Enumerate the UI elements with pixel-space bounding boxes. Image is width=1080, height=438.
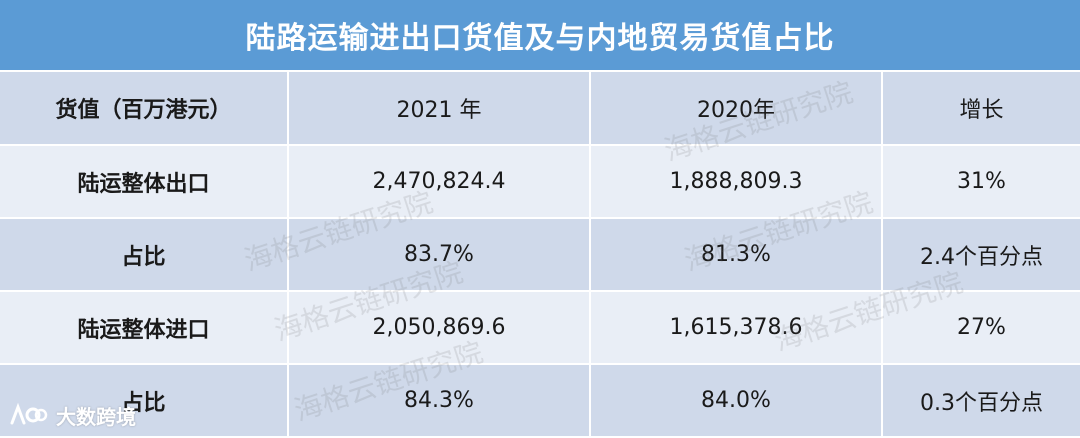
cell-growth: 2.4个百分点 xyxy=(882,218,1080,292)
row-label: 陆运整体出口 xyxy=(0,145,289,219)
row-label: 占比 xyxy=(0,364,289,438)
cell-2020: 1,888,809.3 xyxy=(590,145,883,219)
header-row: 货值（百万港元） 2021 年 2020年 增长 xyxy=(0,72,1080,146)
cell-2020: 1,615,378.6 xyxy=(590,291,883,365)
cell-growth: 0.3个百分点 xyxy=(882,364,1080,438)
cell-growth: 27% xyxy=(882,291,1080,365)
kuajing-logo-icon xyxy=(10,402,48,425)
table-row: 占比 84.3% 84.0% 0.3个百分点 xyxy=(0,364,1080,438)
header-cell-2020: 2020年 xyxy=(590,72,883,146)
cell-2021: 83.7% xyxy=(288,218,591,292)
cell-2020: 84.0% xyxy=(590,364,883,438)
trade-value-table: 货值（百万港元） 2021 年 2020年 增长 陆运整体出口 2,470,82… xyxy=(0,72,1080,438)
row-label: 占比 xyxy=(0,218,289,292)
cell-growth: 31% xyxy=(882,145,1080,219)
table-row: 陆运整体进口 2,050,869.6 1,615,378.6 27% xyxy=(0,291,1080,365)
table-row: 陆运整体出口 2,470,824.4 1,888,809.3 31% xyxy=(0,145,1080,219)
table-title: 陆路运输进出口货值及与内地贸易货值占比 xyxy=(0,0,1080,72)
header-cell-2021: 2021 年 xyxy=(288,72,591,146)
cell-2021: 2,050,869.6 xyxy=(288,291,591,365)
cell-2021: 84.3% xyxy=(288,364,591,438)
row-label: 陆运整体进口 xyxy=(0,291,289,365)
header-cell-value: 货值（百万港元） xyxy=(0,72,289,146)
brand-logo: 大数跨境 xyxy=(8,398,136,432)
table-row: 占比 83.7% 81.3% 2.4个百分点 xyxy=(0,218,1080,292)
header-cell-growth: 增长 xyxy=(882,72,1080,146)
cell-2021: 2,470,824.4 xyxy=(288,145,591,219)
cell-2020: 81.3% xyxy=(590,218,883,292)
logo-text: 大数跨境 xyxy=(56,404,136,429)
